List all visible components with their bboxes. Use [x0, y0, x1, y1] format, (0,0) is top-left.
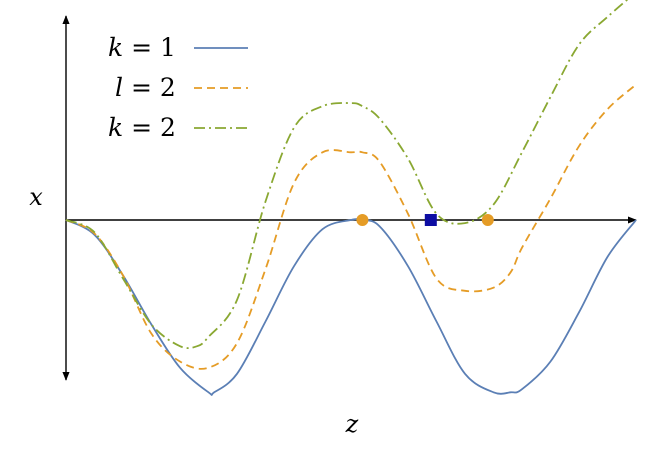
series-line-1 — [65, 218, 637, 396]
marker-layer — [356, 214, 494, 226]
legend: k = 1 l = 2 k = 2 — [108, 33, 248, 142]
legend-label-3: k = 2 — [108, 113, 176, 142]
point-marker-3 — [481, 214, 494, 226]
x-axis-label: z — [345, 410, 359, 438]
legend-label-1: k = 1 — [108, 33, 176, 62]
series-line-3 — [65, 0, 629, 350]
y-axis-label: x — [29, 183, 43, 211]
legend-label-2: l = 2 — [115, 73, 176, 102]
point-marker-2 — [424, 214, 437, 226]
point-marker-1 — [356, 214, 369, 226]
series-line-2 — [65, 83, 637, 370]
